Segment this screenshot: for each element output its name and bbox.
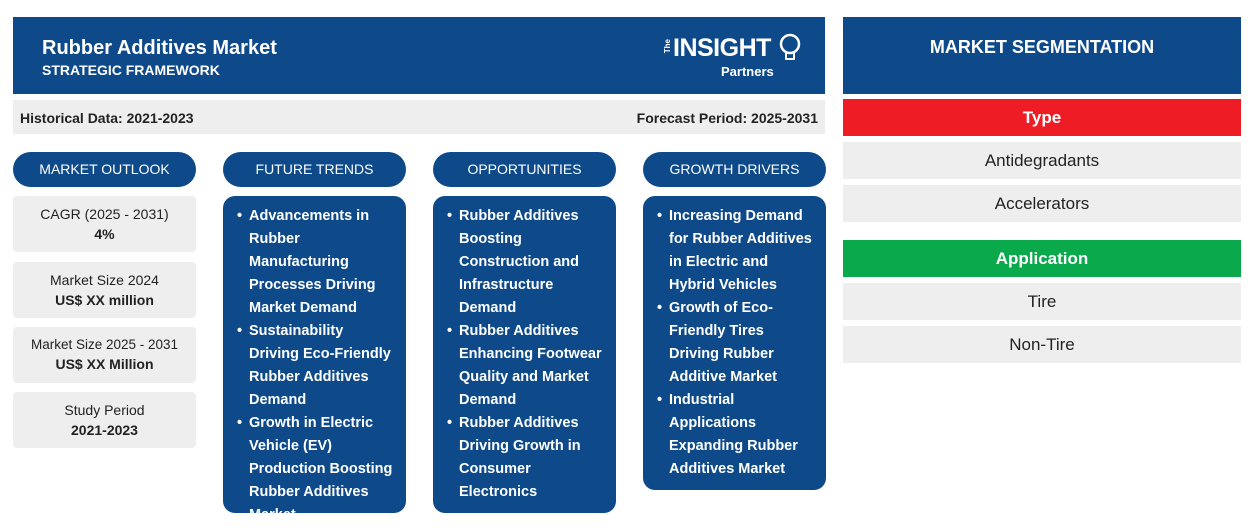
driver-item: Industrial Applications Expanding Rubber… xyxy=(655,389,816,481)
stat-label: Market Size 2024 xyxy=(50,272,159,288)
segment-item-antidegradants: Antidegradants xyxy=(843,142,1241,179)
trend-item: Advancements in Rubber Manufacturing Pro… xyxy=(235,205,396,320)
stat-study-period: Study Period 2021-2023 xyxy=(13,392,196,448)
driver-item: Growth of Eco-Friendly Tires Driving Rub… xyxy=(655,297,816,389)
growth-drivers-card: Increasing Demand for Rubber Additives i… xyxy=(643,196,826,490)
stat-market-size-forecast: Market Size 2025 - 2031 US$ XX Million xyxy=(13,327,196,383)
forecast-period: Forecast Period: 2025-2031 xyxy=(636,110,818,126)
stat-label: Study Period xyxy=(64,402,145,418)
opportunity-item: Rubber Additives Enhancing Footwear Qual… xyxy=(445,320,606,412)
opportunities-card: Rubber Additives Boosting Construction a… xyxy=(433,196,616,513)
period-bar: Historical Data: 2021-2023 Forecast Peri… xyxy=(13,100,825,134)
trend-item: Sustainability Driving Eco-Friendly Rubb… xyxy=(235,320,396,412)
stat-value: 4% xyxy=(94,226,115,242)
logo-partners: Partners xyxy=(721,64,774,79)
opportunity-item: Rubber Additives Boosting Construction a… xyxy=(445,205,606,320)
page-subtitle: STRATEGIC FRAMEWORK xyxy=(42,62,220,78)
insight-partners-logo: The INSIGHT Partners xyxy=(663,33,803,81)
stat-value: US$ XX million xyxy=(55,292,154,308)
stat-value: US$ XX Million xyxy=(55,356,154,372)
trend-item: Growth in Electric Vehicle (EV) Producti… xyxy=(235,412,396,527)
historical-data: Historical Data: 2021-2023 xyxy=(20,110,194,126)
stat-cagr: CAGR (2025 - 2031) 4% xyxy=(13,196,196,252)
future-trends-card: Advancements in Rubber Manufacturing Pro… xyxy=(223,196,406,523)
stat-label: Market Size 2025 - 2031 xyxy=(30,337,179,352)
segment-item-tire: Tire xyxy=(843,283,1241,320)
stat-market-size-2024: Market Size 2024 US$ XX million xyxy=(13,262,196,318)
segment-item-accelerators: Accelerators xyxy=(843,185,1241,222)
market-outlook-header: MARKET OUTLOOK xyxy=(13,152,196,187)
opportunities-header: OPPORTUNITIES xyxy=(433,152,616,187)
segment-item-non-tire: Non-Tire xyxy=(843,326,1241,363)
driver-item: Increasing Demand for Rubber Additives i… xyxy=(655,205,816,297)
segment-application-header: Application xyxy=(843,240,1241,277)
growth-drivers-header: GROWTH DRIVERS xyxy=(643,152,826,187)
stat-value: 2021-2023 xyxy=(71,422,138,438)
lightbulb-icon xyxy=(779,33,801,60)
page-title: Rubber Additives Market xyxy=(42,37,277,59)
logo-the: The xyxy=(663,39,672,54)
header-banner: Rubber Additives Market STRATEGIC FRAMEW… xyxy=(13,17,825,94)
opportunity-item: Rubber Additives Driving Growth in Consu… xyxy=(445,412,606,504)
market-segmentation-header: MARKET SEGMENTATION xyxy=(843,17,1241,94)
segment-type-header: Type xyxy=(843,99,1241,136)
stat-label: CAGR (2025 - 2031) xyxy=(40,206,169,222)
future-trends-header: FUTURE TRENDS xyxy=(223,152,406,187)
logo-insight: INSIGHT xyxy=(673,34,771,62)
